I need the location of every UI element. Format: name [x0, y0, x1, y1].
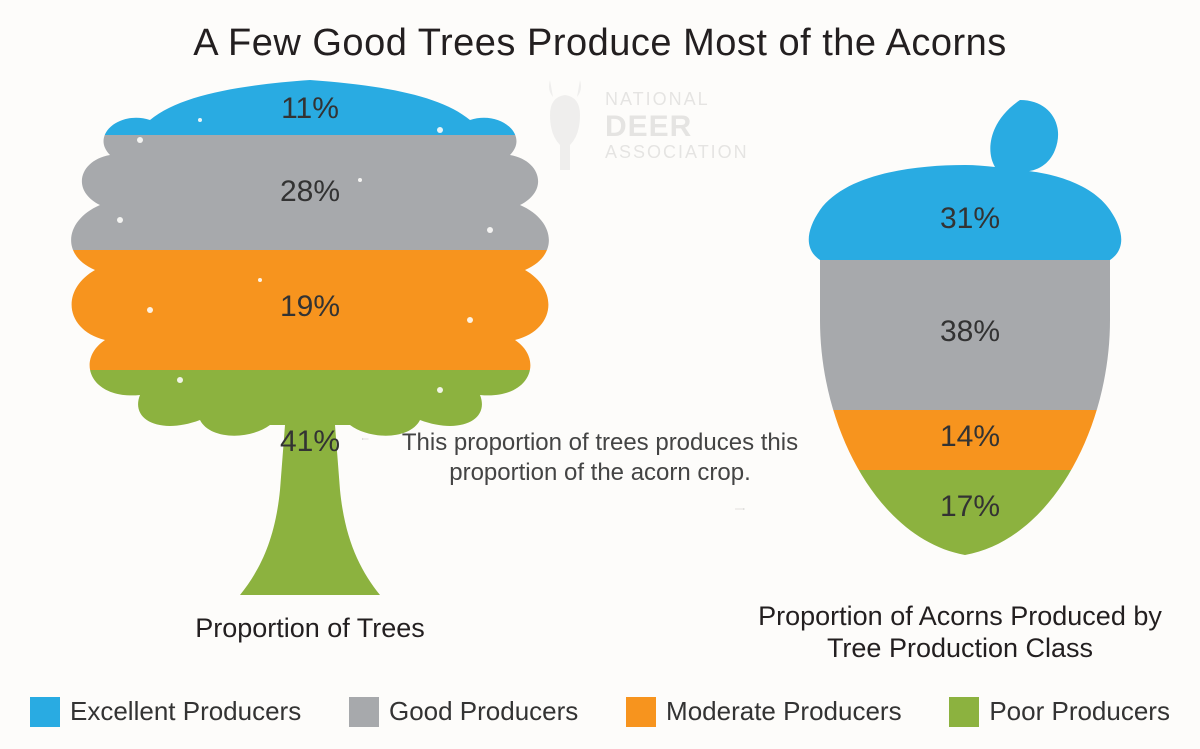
acorn-pct-good: 38%	[920, 315, 1020, 349]
legend-label-excellent: Excellent Producers	[70, 696, 301, 727]
legend-excellent: Excellent Producers	[30, 696, 301, 727]
tree-caption: Proportion of Trees	[120, 612, 500, 644]
legend-good: Good Producers	[349, 696, 578, 727]
tree-pct-poor: 41%	[260, 425, 360, 459]
acorn-pct-poor: 17%	[920, 490, 1020, 524]
legend-label-poor: Poor Producers	[989, 696, 1170, 727]
swatch-poor	[949, 697, 979, 727]
nda-watermark: NATIONAL DEER ASSOCIATION	[530, 75, 750, 195]
legend-moderate: Moderate Producers	[626, 696, 902, 727]
acorn-pct-moderate: 14%	[920, 420, 1020, 454]
legend-poor: Poor Producers	[949, 696, 1170, 727]
legend: Excellent Producers Good Producers Moder…	[30, 696, 1170, 727]
legend-label-moderate: Moderate Producers	[666, 696, 902, 727]
tree-pct-moderate: 19%	[260, 290, 360, 324]
main-title: A Few Good Trees Produce Most of the Aco…	[0, 22, 1200, 65]
acorn-caption: Proportion of Acorns Produced by Tree Pr…	[740, 600, 1180, 665]
tree-chart: 11% 28% 19% 41%	[60, 80, 560, 600]
center-annotation: This proportion of trees produces this p…	[400, 428, 800, 488]
arrow-right-icon	[690, 508, 790, 510]
swatch-excellent	[30, 697, 60, 727]
arrow-left-icon	[330, 438, 400, 440]
swatch-moderate	[626, 697, 656, 727]
tree-pct-good: 28%	[260, 175, 360, 209]
acorn-pct-excellent: 31%	[920, 202, 1020, 236]
watermark-line2: DEER	[605, 110, 749, 143]
legend-label-good: Good Producers	[389, 696, 578, 727]
acorn-chart: 31% 38% 14% 17%	[790, 100, 1140, 560]
tree-pct-excellent: 11%	[260, 92, 360, 126]
watermark-line1: NATIONAL	[605, 90, 749, 110]
watermark-line3: ASSOCIATION	[605, 143, 749, 163]
swatch-good	[349, 697, 379, 727]
